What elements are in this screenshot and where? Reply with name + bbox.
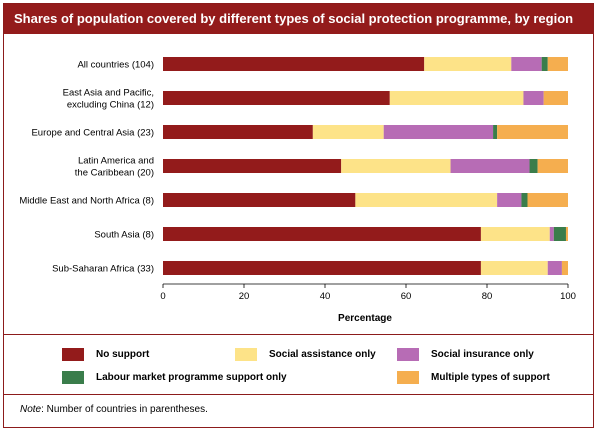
category-label: Middle East and North Africa (8) — [19, 196, 154, 207]
bar-segment-labour-market — [541, 57, 548, 71]
bar-segment-no-support — [163, 193, 356, 207]
bar-segment-social-insurance — [383, 125, 494, 139]
bar-segment-no-support — [163, 125, 313, 139]
category-label: Europe and Central Asia (23) — [31, 128, 154, 139]
category-label: All countries (104) — [77, 60, 154, 71]
bar-segment-social-assistance — [341, 159, 451, 173]
bar-segment-no-support — [163, 227, 481, 241]
x-tick-label: 0 — [160, 291, 165, 302]
legend-social-assistance: Social assistance only — [235, 347, 376, 361]
x-tick-label: 40 — [320, 291, 331, 302]
bar-segment-no-support — [163, 261, 481, 275]
bar-segment-multiple — [565, 227, 568, 241]
bar-segment-social-assistance — [312, 125, 384, 139]
legend-no-support: No support — [62, 347, 149, 361]
x-tick-label: 60 — [401, 291, 412, 302]
bar-segment-social-insurance — [511, 57, 542, 71]
bar-segment-social-insurance — [497, 193, 522, 207]
x-tick-label: 20 — [239, 291, 250, 302]
bar-chart: All countries (104) East Asia and Pacific… — [19, 57, 576, 324]
x-axis: 0 20 40 60 80 100 — [160, 283, 576, 302]
bar-segment-no-support — [163, 91, 390, 105]
figure-frame: Shares of population covered by differen… — [3, 3, 594, 428]
divider-top — [4, 334, 593, 335]
bar-segment-multiple — [547, 57, 568, 71]
bar-segment-social-assistance — [424, 57, 512, 71]
bar-segment-multiple — [543, 91, 568, 105]
category-label: South Asia (8) — [94, 230, 154, 241]
bar-segment-multiple — [561, 261, 568, 275]
bar-segment-no-support — [163, 57, 425, 71]
bar-segment-social-insurance — [450, 159, 530, 173]
bar-segment-social-insurance — [549, 227, 554, 241]
legend-swatch-labour-market — [62, 370, 84, 384]
footnote: Note: Number of countries in parentheses… — [20, 404, 208, 415]
category-label: Sub-Saharan Africa (33) — [52, 264, 154, 275]
legend-swatch-social-insurance — [397, 347, 419, 361]
bar-segment-social-assistance — [480, 227, 550, 241]
legend-social-insurance: Social insurance only — [397, 347, 534, 361]
legend-label-multiple: Multiple types of support — [431, 371, 550, 383]
bar-segment-social-assistance — [480, 261, 548, 275]
bar-segment-no-support — [163, 159, 342, 173]
bar-segment-multiple — [537, 159, 568, 173]
bar-segment-labour-market — [553, 227, 566, 241]
legend-label-social-assistance: Social assistance only — [269, 348, 376, 360]
bar-segment-social-insurance — [547, 261, 562, 275]
bar-segment-labour-market — [493, 125, 498, 139]
legend-multiple: Multiple types of support — [397, 370, 550, 384]
bar-segment-labour-market — [521, 193, 528, 207]
footnote-text: : Number of countries in parentheses. — [41, 404, 208, 415]
x-tick-label: 80 — [482, 291, 493, 302]
legend-swatch-multiple — [397, 370, 419, 384]
legend-labour-market: Labour market programme support only — [62, 370, 287, 384]
legend-label-no-support: No support — [96, 348, 150, 360]
bar-segment-multiple — [527, 193, 568, 207]
legend-label-labour-market: Labour market programme support only — [96, 371, 287, 383]
bar-segment-labour-market — [529, 159, 538, 173]
chart-title: Shares of population covered by differen… — [4, 4, 593, 34]
legend-label-social-insurance: Social insurance only — [431, 348, 534, 360]
legend-swatch-no-support — [62, 347, 84, 361]
category-labels: All countries (104) East Asia and Pacific… — [19, 60, 154, 275]
bar-segment-multiple — [497, 125, 568, 139]
footnote-prefix: Note — [20, 404, 42, 415]
bar-segment-social-assistance — [389, 91, 524, 105]
divider-bottom — [4, 394, 593, 395]
x-axis-title: Percentage — [338, 313, 392, 324]
bar-segment-social-insurance — [523, 91, 544, 105]
bars-layer — [163, 57, 568, 275]
category-label: Latin America and the Caribbean (20) — [75, 156, 154, 179]
bar-segment-social-assistance — [355, 193, 498, 207]
category-label: East Asia and Pacific, excluding China (1… — [63, 88, 154, 111]
x-tick-label: 100 — [560, 291, 576, 302]
legend-swatch-social-assistance — [235, 347, 257, 361]
